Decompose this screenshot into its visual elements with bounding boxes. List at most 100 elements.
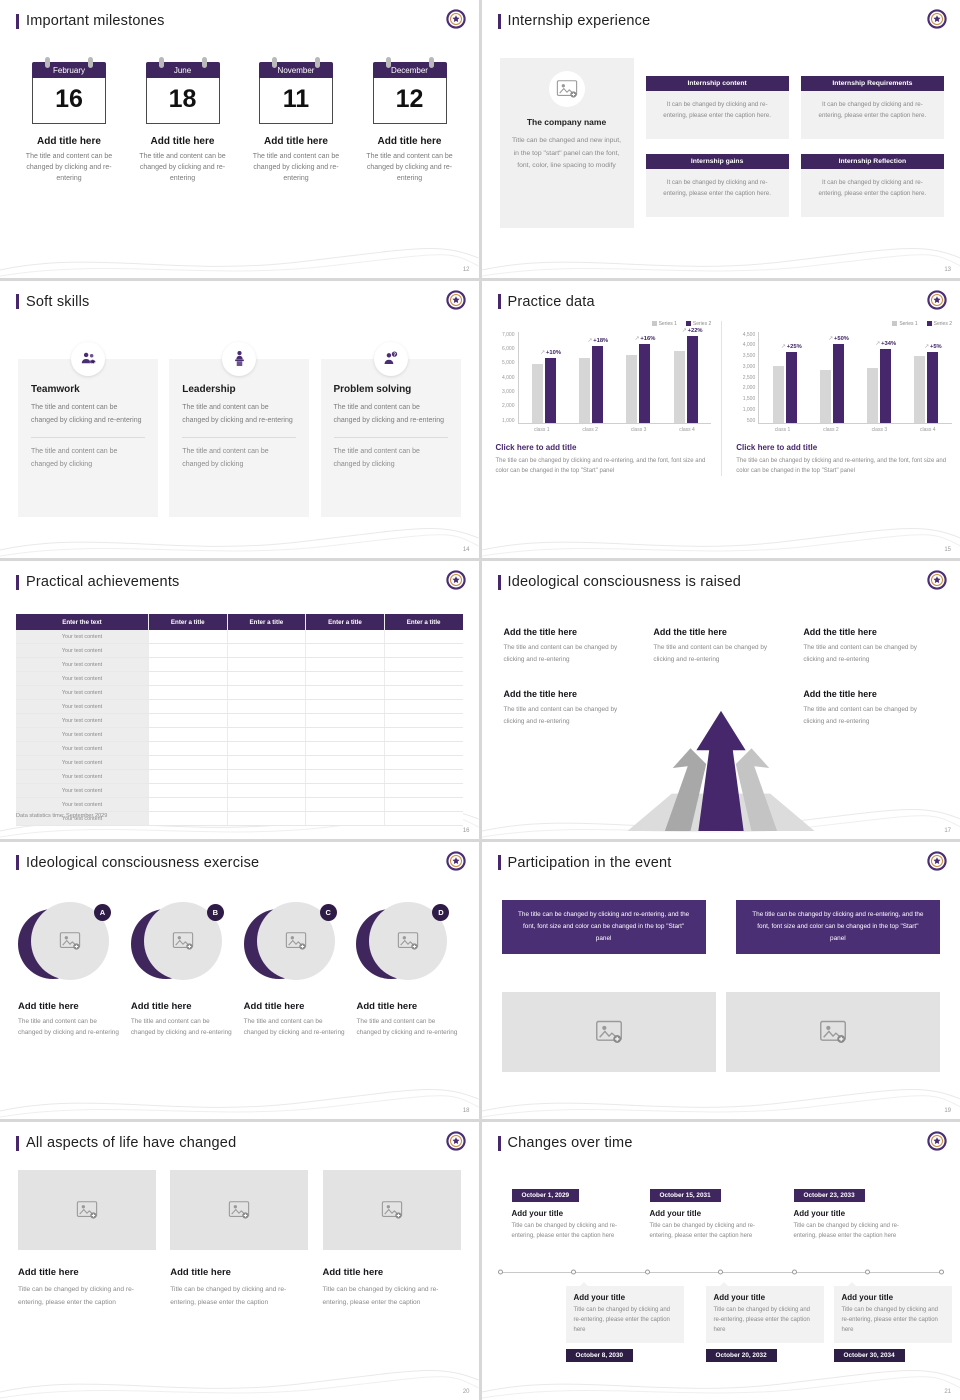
table-row: Your text content: [16, 658, 463, 673]
slide-title: Participation in the event: [507, 854, 672, 871]
table-cell-empty: [147, 686, 227, 700]
event-heading: Add your title: [793, 1209, 846, 1219]
slide-changes-over-time[interactable]: Changes over time October 1, 2029 Add yo…: [481, 1122, 960, 1400]
y-tick: 3,000: [501, 388, 515, 395]
milestone-item: November 11 Add title here The title and…: [245, 57, 347, 185]
slide-important-milestones[interactable]: Important milestones February 16 Add tit…: [0, 0, 479, 278]
title-accent-bar: [16, 855, 19, 871]
slide-header: Important milestones: [16, 13, 165, 29]
page-number: 17: [944, 827, 951, 834]
school-logo: [445, 289, 466, 310]
table-header-cell: Enter a title: [305, 614, 384, 631]
slide-title: Ideological consciousness exercise: [26, 854, 260, 871]
x-tick: class 3: [871, 426, 888, 433]
milestone-caption: The title and content can be changed by …: [139, 153, 226, 182]
item-body: The title and content can be changed by …: [130, 1017, 232, 1036]
table-cell-empty: [305, 644, 384, 658]
milestone-item: February 16 Add title here The title and…: [18, 57, 120, 185]
table-cell-empty: [383, 798, 463, 812]
school-logo: [927, 851, 947, 871]
block-body: The title and content can be changed by …: [653, 644, 768, 663]
slide-consciousness-raised[interactable]: Ideological consciousness is raised Add …: [481, 561, 960, 839]
event-callout: Add your title Title can be changed by c…: [833, 1282, 952, 1344]
block-header: Internship content: [645, 76, 789, 91]
table-cell: Your text content: [16, 644, 148, 658]
table-cell-empty: [226, 714, 306, 728]
table-cell-empty: [226, 630, 306, 644]
slide-participation[interactable]: Participation in the event The title can…: [481, 841, 960, 1120]
school-logo: [927, 289, 947, 310]
slide-header: All aspects of life have changed: [16, 1135, 236, 1151]
table-cell-empty: [383, 658, 463, 672]
table-cell-empty: [383, 770, 463, 784]
image-placeholder-icon: [172, 931, 194, 950]
milestone-item: December 12 Add title here The title and…: [359, 57, 461, 185]
table-cell: Your text content: [16, 742, 148, 756]
card-body: Title can be changed by clicking and re-…: [170, 1286, 287, 1306]
table-row: Your text content: [16, 742, 463, 757]
skill-footer: The title and content can be changed by …: [182, 448, 269, 468]
school-logo: [927, 570, 947, 590]
milestone-list: February 16 Add title here The title and…: [18, 57, 461, 185]
chart-caption: The title can be changed by clicking and…: [495, 457, 706, 474]
table-cell-empty: [226, 728, 306, 742]
series1-bar: [867, 368, 879, 423]
slide-life-changed[interactable]: All aspects of life have changed Add tit…: [0, 1122, 479, 1400]
bar-group: +22%: [673, 328, 703, 423]
slide-practical-achievements[interactable]: Practical achievements Enter the text En…: [0, 561, 479, 839]
series1-bar: [772, 365, 784, 423]
company-name: The company name: [526, 117, 607, 127]
slide-consciousness-exercise[interactable]: Ideological consciousness exercise A Add…: [0, 841, 479, 1120]
page-number: 13: [944, 266, 951, 273]
table-cell-empty: [147, 756, 227, 770]
slide-practice-data[interactable]: Practice data Series 1 Series 2 7,000 6,0…: [481, 280, 960, 559]
table-cell-empty: [147, 630, 227, 644]
life-card: Add title here Title can be changed by c…: [170, 1170, 309, 1308]
table-cell-empty: [383, 630, 463, 644]
table-row: Your text content: [16, 770, 463, 785]
milestone-caption: The title and content can be changed by …: [25, 153, 113, 182]
bar-group: +10%: [532, 332, 561, 423]
slide-header: Soft skills: [16, 294, 89, 310]
page-number: 20: [462, 1389, 470, 1395]
chart-title-link[interactable]: Click here to add title: [495, 442, 577, 452]
block-heading: Add the title here: [803, 627, 877, 638]
table-cell: Your text content: [16, 630, 148, 644]
table-cell-empty: [383, 742, 463, 756]
chart-title-link[interactable]: Click here to add title: [736, 442, 818, 452]
block-heading: Add the title here: [503, 627, 578, 638]
table-cell-empty: [305, 630, 384, 644]
y-tick: 3,500: [742, 353, 756, 360]
chart-caption: The title can be changed by clicking and…: [736, 457, 947, 474]
letter-badge: C: [319, 903, 337, 921]
slide-soft-skills[interactable]: Soft skills Teamwork The title and conte…: [0, 280, 479, 559]
table-cell-empty: [383, 756, 463, 770]
chart-panel-right: Series 1 Series 2 4,500 4,000 3,500 3,000 2,…: [721, 320, 952, 476]
series2-bar: +5%: [927, 344, 942, 423]
card-body: Title can be changed by clicking and re-…: [322, 1286, 439, 1306]
slide-title: Soft skills: [26, 293, 90, 310]
image-placeholder-icon: [556, 80, 577, 98]
purple-text-box: The title can be changed by clicking and…: [735, 899, 940, 955]
slide-internship-experience[interactable]: Internship experience The company name T…: [481, 0, 960, 278]
series2-bar: +16%: [639, 336, 655, 423]
calendar-month: December: [372, 62, 447, 78]
page-number: 14: [462, 547, 470, 554]
y-tick: 5,000: [501, 360, 515, 367]
table-cell: Your text content: [16, 686, 148, 700]
date-badge: October 15, 2031: [649, 1189, 721, 1203]
wave-decoration: [481, 528, 960, 557]
series1-bar: [914, 355, 926, 423]
y-axis: 7,000 6,000 5,000 4,000 3,000 2,000 1,000: [496, 332, 518, 424]
slide-header: Internship experience: [497, 13, 651, 29]
table-cell-empty: [147, 658, 227, 672]
growth-label: +16%: [635, 336, 655, 342]
legend-label: Series 1: [658, 320, 677, 327]
data-statistics-note: Data statistics time: September 2029: [16, 812, 108, 819]
title-accent-bar: [497, 1135, 501, 1151]
series2-bar: +25%: [785, 344, 802, 423]
block-body: The title and content can be changed by …: [803, 644, 918, 663]
table-cell-empty: [305, 714, 384, 728]
table-cell-empty: [226, 700, 306, 714]
series1-bar: [673, 351, 685, 423]
